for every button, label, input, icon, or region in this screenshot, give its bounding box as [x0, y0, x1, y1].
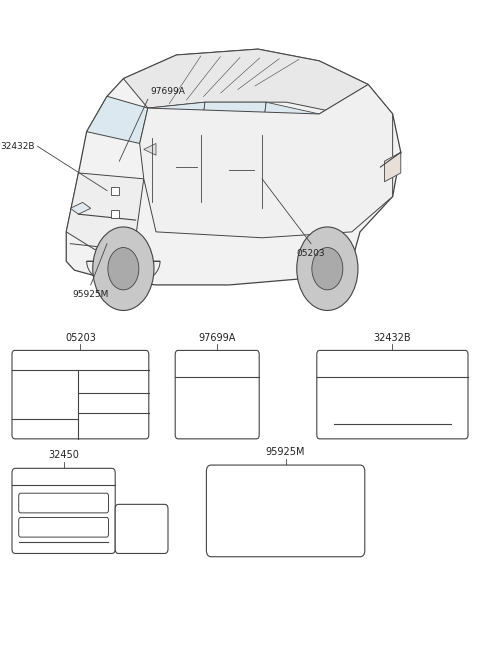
Circle shape [108, 248, 139, 290]
Text: 32432B: 32432B [1, 142, 36, 151]
Polygon shape [144, 143, 156, 155]
Text: 97699A: 97699A [199, 333, 236, 343]
FancyBboxPatch shape [19, 517, 108, 537]
FancyBboxPatch shape [317, 350, 468, 439]
Text: 95925M: 95925M [266, 447, 305, 457]
Polygon shape [148, 102, 205, 138]
Bar [111, 210, 119, 218]
Text: 05203: 05203 [65, 333, 96, 343]
Polygon shape [201, 102, 266, 134]
FancyBboxPatch shape [115, 504, 168, 553]
Text: 32450: 32450 [48, 451, 79, 460]
FancyBboxPatch shape [175, 350, 259, 439]
Polygon shape [66, 49, 401, 285]
Polygon shape [66, 173, 144, 250]
Polygon shape [86, 261, 160, 286]
FancyBboxPatch shape [19, 493, 108, 513]
Polygon shape [123, 49, 368, 114]
Polygon shape [140, 84, 393, 238]
Polygon shape [262, 102, 319, 138]
Text: 32432B: 32432B [373, 333, 411, 343]
Polygon shape [71, 202, 91, 214]
Circle shape [297, 227, 358, 310]
Text: 97699A: 97699A [150, 87, 185, 96]
Polygon shape [87, 96, 148, 143]
Circle shape [312, 248, 343, 290]
Text: 05203: 05203 [297, 249, 325, 258]
FancyBboxPatch shape [12, 350, 149, 439]
Text: 95925M: 95925M [72, 290, 109, 299]
Bar [111, 187, 119, 195]
FancyBboxPatch shape [12, 468, 115, 553]
Circle shape [93, 227, 154, 310]
FancyBboxPatch shape [206, 465, 365, 557]
Polygon shape [384, 152, 401, 181]
Polygon shape [319, 84, 380, 143]
